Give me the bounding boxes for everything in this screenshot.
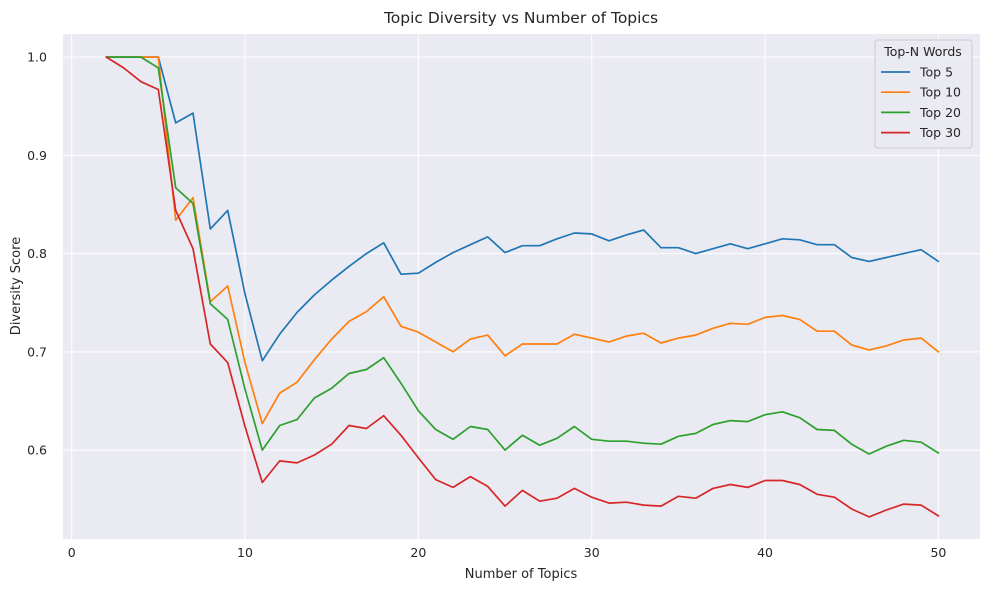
y-tick-label: 0.8 <box>27 246 47 261</box>
y-tick-label: 0.9 <box>27 148 47 163</box>
legend-label: Top 30 <box>919 125 961 140</box>
chart-title: Topic Diversity vs Number of Topics <box>383 9 658 27</box>
y-tick-label: 0.6 <box>27 443 47 458</box>
legend-label: Top 20 <box>919 105 961 120</box>
series-line-top-10 <box>105 56 940 425</box>
x-tick-label: 10 <box>237 545 253 560</box>
x-tick-labels: 0 10 20 30 40 50 <box>68 545 947 560</box>
legend-label: Top 10 <box>919 85 961 100</box>
legend-items: Top 5 Top 10 Top 20 Top 30 <box>881 65 961 140</box>
series-layer <box>105 56 940 518</box>
x-tick-label: 0 <box>68 545 76 560</box>
y-tick-labels: 0.6 0.7 0.8 0.9 1.0 <box>27 50 47 458</box>
x-axis-label: Number of Topics <box>465 567 578 582</box>
legend-frame <box>874 39 973 149</box>
legend-label: Top 5 <box>919 65 953 80</box>
series-line-top-5 <box>105 56 940 362</box>
y-axis-label: Diversity Score <box>9 237 24 335</box>
x-tick-label: 20 <box>410 545 426 560</box>
series-line-top-30 <box>105 56 940 518</box>
legend-title: Top-N Words <box>883 44 962 59</box>
x-tick-label: 30 <box>584 545 600 560</box>
x-tick-label: 40 <box>757 545 773 560</box>
x-tick-label: 50 <box>930 545 946 560</box>
legend: Top-N Words Top 5 Top 10 Top 20 Top 30 <box>874 39 973 149</box>
plot-area <box>63 34 980 539</box>
y-tick-label: 1.0 <box>27 50 47 65</box>
y-tick-label: 0.7 <box>27 344 47 359</box>
series-line-top-20 <box>105 56 940 455</box>
